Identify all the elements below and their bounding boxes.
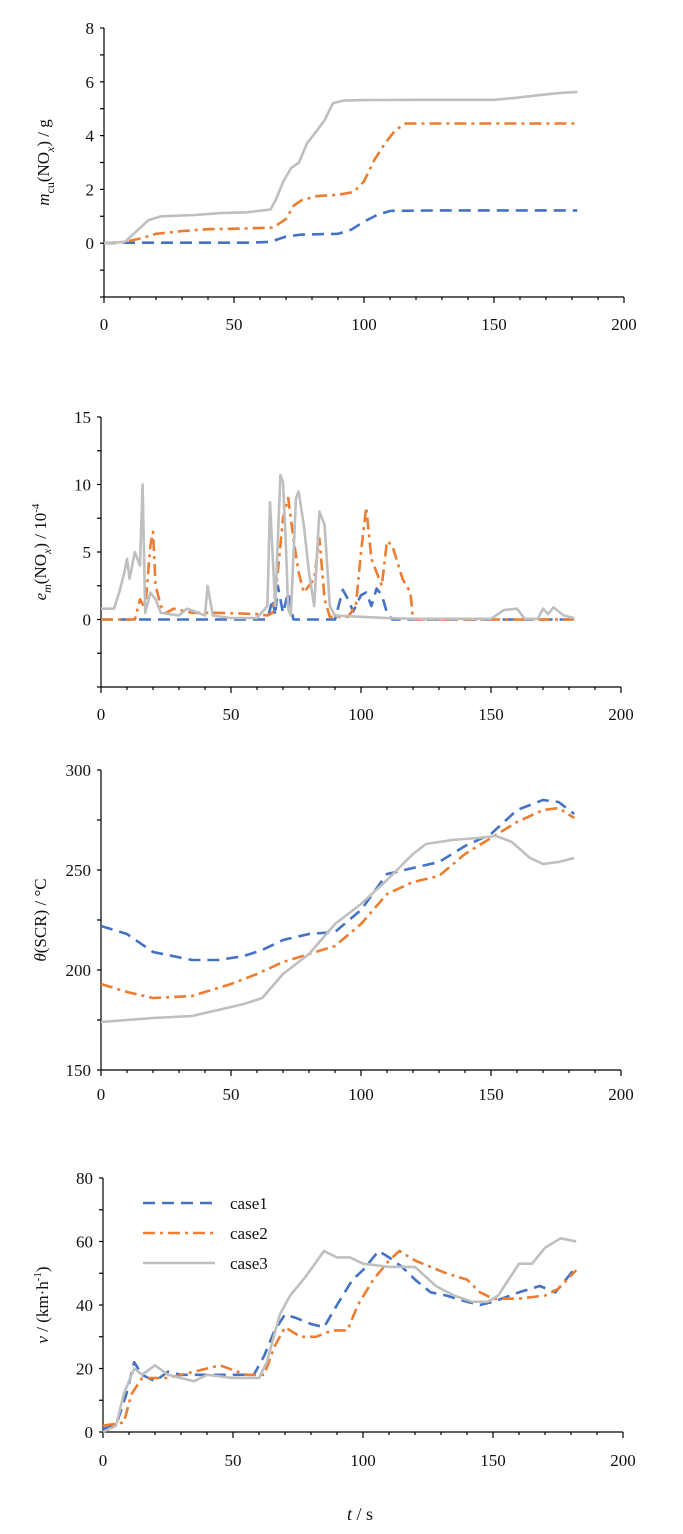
- x-tick-label: 200: [611, 315, 637, 334]
- y-tick-label: 2: [86, 180, 95, 199]
- series-line-case3: [103, 90, 578, 245]
- x-tick-label: 150: [478, 1085, 504, 1104]
- y-tick-label: 80: [76, 1169, 93, 1188]
- x-tick-label: 200: [608, 1085, 634, 1104]
- y-tick-label: 5: [83, 543, 92, 562]
- x-tick-label: 150: [478, 705, 504, 724]
- series-line-case1: [103, 209, 578, 245]
- x-tick-label: 0: [100, 315, 109, 334]
- x-tick-label: 200: [610, 1451, 636, 1470]
- y-tick-label: 40: [76, 1296, 93, 1315]
- series-line-case3: [100, 834, 575, 1024]
- x-tick-label: 0: [97, 705, 106, 724]
- x-tick-label: 200: [608, 705, 634, 724]
- y-axis-label: em(NOx) / 10-4: [30, 503, 54, 600]
- series-line-case1: [102, 1249, 578, 1431]
- x-tick-label: 50: [226, 315, 243, 334]
- x-tick-label: 50: [223, 705, 240, 724]
- series-line-case1: [100, 798, 575, 962]
- y-tick-label: 6: [86, 73, 95, 92]
- series-line-case3: [101, 473, 575, 621]
- series-line-case2: [100, 806, 575, 1000]
- series-line-case2: [103, 122, 578, 245]
- y-tick-label: 0: [86, 234, 95, 253]
- x-tick-label: 100: [348, 705, 374, 724]
- x-tick-label: 50: [223, 1085, 240, 1104]
- legend-label-case1: case1: [230, 1194, 268, 1213]
- y-tick-label: 150: [66, 1061, 92, 1080]
- chart-panel-3: 150 200 250 300 0 50 100 150 200 θ(SCR) / °C: [31, 761, 634, 1104]
- legend-label-case3: case3: [230, 1254, 268, 1273]
- y-tick-label: 10: [74, 476, 91, 495]
- x-tick-label: 150: [480, 1451, 506, 1470]
- x-tick-label: 0: [99, 1451, 108, 1470]
- series-line-case2: [101, 496, 575, 621]
- series-line-case3: [102, 1237, 577, 1434]
- y-tick-label: 60: [76, 1233, 93, 1252]
- chart-legend: case1 case2 case3: [143, 1194, 268, 1273]
- x-axis-title: t / s: [347, 1504, 373, 1524]
- y-tick-label: 0: [85, 1423, 94, 1442]
- x-tick-label: 50: [225, 1451, 242, 1470]
- x-tick-label: 100: [348, 1085, 374, 1104]
- legend-label-case2: case2: [230, 1224, 268, 1243]
- y-tick-label: 0: [83, 611, 92, 630]
- x-tick-label: 100: [351, 315, 377, 334]
- x-tick-label: 0: [97, 1085, 106, 1104]
- x-tick-label: 100: [350, 1451, 376, 1470]
- y-tick-label: 200: [66, 961, 92, 980]
- y-tick-label: 4: [86, 127, 95, 146]
- chart-panel-1: 0 2 4 6 8 0 50 100 150 200 mcu(NOx) / g: [34, 19, 637, 334]
- series-line-case2: [102, 1249, 578, 1427]
- y-axis-label: θ(SCR) / °C: [31, 878, 50, 961]
- y-axis-label: mcu(NOx) / g: [34, 119, 57, 206]
- y-tick-label: 300: [66, 761, 92, 780]
- y-tick-label: 15: [74, 408, 91, 427]
- x-tick-label: 150: [481, 315, 507, 334]
- y-tick-label: 8: [86, 19, 95, 38]
- y-tick-label: 250: [66, 861, 92, 880]
- chart-panel-4: 0 20 40 60 80 0 50 100 150 200 v / (km·h-1): [32, 1169, 636, 1470]
- y-axis-label: v / (km·h-1): [32, 1266, 52, 1343]
- y-tick-label: 20: [76, 1360, 93, 1379]
